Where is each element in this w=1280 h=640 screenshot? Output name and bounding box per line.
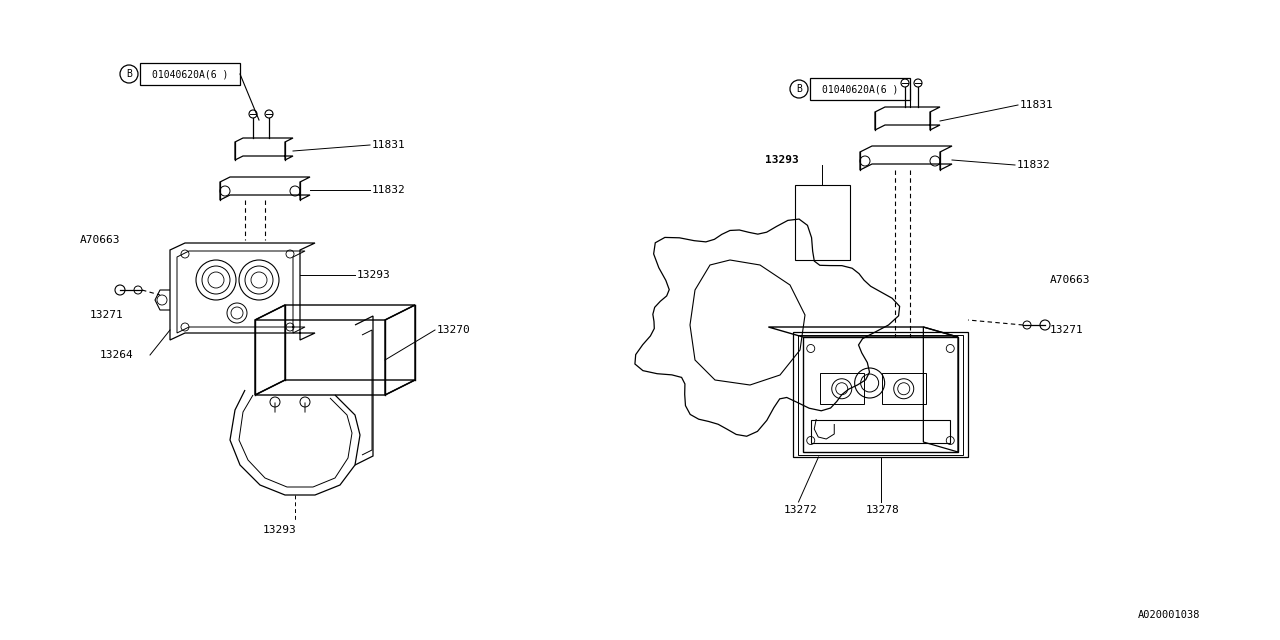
Text: 11832: 11832: [372, 185, 406, 195]
Text: 13293: 13293: [264, 525, 297, 535]
Text: A70663: A70663: [81, 235, 120, 245]
Text: B: B: [796, 84, 803, 94]
Text: 01040620A(6 ): 01040620A(6 ): [152, 69, 228, 79]
Bar: [810, 78, 910, 100]
Text: A020001038: A020001038: [1138, 610, 1201, 620]
Bar: [140, 63, 241, 85]
Text: 13293: 13293: [357, 270, 390, 280]
Bar: [795, 185, 850, 260]
Text: B: B: [125, 69, 132, 79]
Text: 11831: 11831: [1020, 100, 1053, 110]
Text: 13293: 13293: [765, 155, 799, 165]
Text: 13271: 13271: [90, 310, 124, 320]
Text: 13271: 13271: [1050, 325, 1084, 335]
Text: 11832: 11832: [1018, 160, 1051, 170]
Text: 13270: 13270: [436, 325, 471, 335]
Text: 13272: 13272: [783, 505, 817, 515]
Text: A70663: A70663: [1050, 275, 1091, 285]
Text: 01040620A(6 ): 01040620A(6 ): [822, 84, 899, 94]
Text: 13264: 13264: [100, 350, 133, 360]
Text: 11831: 11831: [372, 140, 406, 150]
Text: 13278: 13278: [865, 505, 900, 515]
